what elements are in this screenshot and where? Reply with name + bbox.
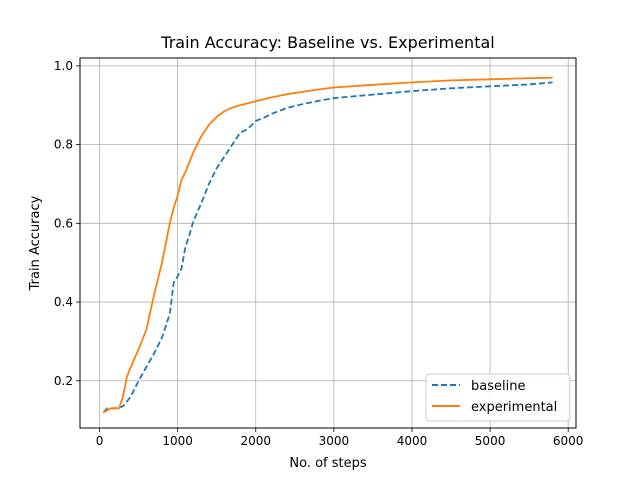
- y-tick-label: 1.0: [54, 59, 73, 73]
- plot-frame: [79, 57, 577, 429]
- y-tick-label: 0.6: [54, 216, 73, 230]
- series-layer: [102, 76, 553, 414]
- grid-layer: [80, 58, 576, 428]
- tick-layer: 0 1000 2000 3000 4000 5000 6000 0.2 0.4 0.6 0.8 1.0: [54, 59, 584, 448]
- legend: baseline experimental: [425, 373, 571, 422]
- series-line-experimental: [102, 76, 553, 414]
- legend-label-experimental: experimental: [471, 400, 557, 415]
- chart-title: Train Accuracy: Baseline vs. Experimenta…: [160, 33, 494, 52]
- x-tick-label: 1000: [162, 434, 193, 448]
- x-tick-label: 5000: [475, 434, 506, 448]
- y-tick-label: 0.4: [54, 295, 73, 309]
- y-tick-label: 0.8: [54, 138, 73, 152]
- x-tick-label: 6000: [553, 434, 584, 448]
- legend-box: [425, 373, 571, 422]
- y-tick-label: 0.2: [54, 374, 73, 388]
- x-tick-label: 2000: [240, 434, 271, 448]
- x-axis-label: No. of steps: [289, 456, 366, 471]
- legend-label-baseline: baseline: [471, 379, 525, 394]
- x-tick-label: 3000: [319, 434, 350, 448]
- x-tick-label: 4000: [397, 434, 428, 448]
- x-tick-label: 0: [96, 434, 104, 448]
- y-axis-label: Train Accuracy: [28, 195, 43, 291]
- series-line-baseline: [102, 81, 553, 413]
